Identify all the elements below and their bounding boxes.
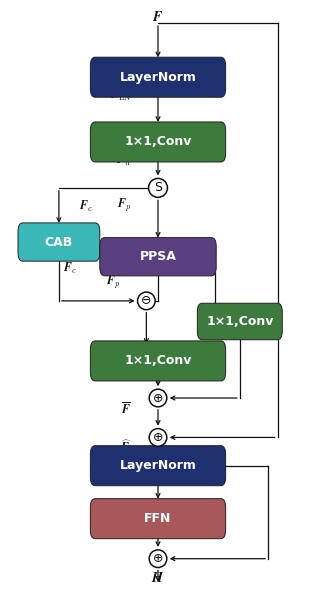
Text: LayerNorm: LayerNorm: [119, 459, 197, 472]
Text: $\overline{\boldsymbol{F}}_{p}$: $\overline{\boldsymbol{F}}_{p}$: [106, 271, 120, 292]
FancyBboxPatch shape: [197, 303, 282, 340]
FancyBboxPatch shape: [90, 341, 226, 381]
Ellipse shape: [149, 428, 167, 446]
Text: FFN: FFN: [144, 512, 172, 525]
FancyBboxPatch shape: [90, 445, 226, 486]
FancyBboxPatch shape: [90, 57, 226, 97]
Text: 1×1,Conv: 1×1,Conv: [124, 355, 192, 368]
Text: $\boldsymbol{F}_{p}$: $\boldsymbol{F}_{p}$: [117, 196, 131, 214]
Text: ⊕: ⊕: [153, 431, 163, 444]
Ellipse shape: [149, 389, 167, 407]
Text: 1×1,Conv: 1×1,Conv: [206, 315, 273, 328]
Text: PPSA: PPSA: [140, 250, 176, 263]
Text: ⊕: ⊕: [153, 392, 163, 405]
Text: $\widehat{\boldsymbol{F}}$: $\widehat{\boldsymbol{F}}$: [120, 439, 131, 455]
Text: $\overline{\boldsymbol{F}}$: $\overline{\boldsymbol{F}}$: [121, 401, 131, 417]
Text: $\boldsymbol{F}_{\mathrm{u}}$: $\boldsymbol{F}_{\mathrm{u}}$: [116, 153, 131, 169]
Text: S: S: [154, 181, 162, 194]
Text: $\boldsymbol{F}_{e}$: $\boldsymbol{F}_{e}$: [117, 362, 131, 378]
FancyBboxPatch shape: [90, 499, 226, 539]
Ellipse shape: [149, 178, 167, 197]
Text: $\boldsymbol{F}$: $\boldsymbol{F}$: [152, 10, 164, 24]
Text: LayerNorm: LayerNorm: [119, 71, 197, 84]
Text: CAB: CAB: [45, 235, 73, 248]
FancyBboxPatch shape: [100, 238, 216, 276]
Text: $\boldsymbol{F}_{\mathrm{LN}}$: $\boldsymbol{F}_{\mathrm{LN}}$: [110, 88, 131, 103]
Text: $\overline{\boldsymbol{F}}_{c}$: $\overline{\boldsymbol{F}}_{c}$: [63, 258, 77, 277]
FancyBboxPatch shape: [90, 122, 226, 162]
Text: $\boldsymbol{F}_{c}$: $\boldsymbol{F}_{c}$: [79, 199, 93, 214]
FancyBboxPatch shape: [18, 223, 100, 261]
Text: ⊖: ⊖: [141, 294, 152, 307]
Text: $\boldsymbol{H}$: $\boldsymbol{H}$: [151, 571, 165, 585]
Ellipse shape: [137, 292, 155, 310]
Text: 1×1,Conv: 1×1,Conv: [124, 136, 192, 149]
Text: ⊕: ⊕: [153, 552, 163, 565]
Ellipse shape: [149, 550, 167, 568]
